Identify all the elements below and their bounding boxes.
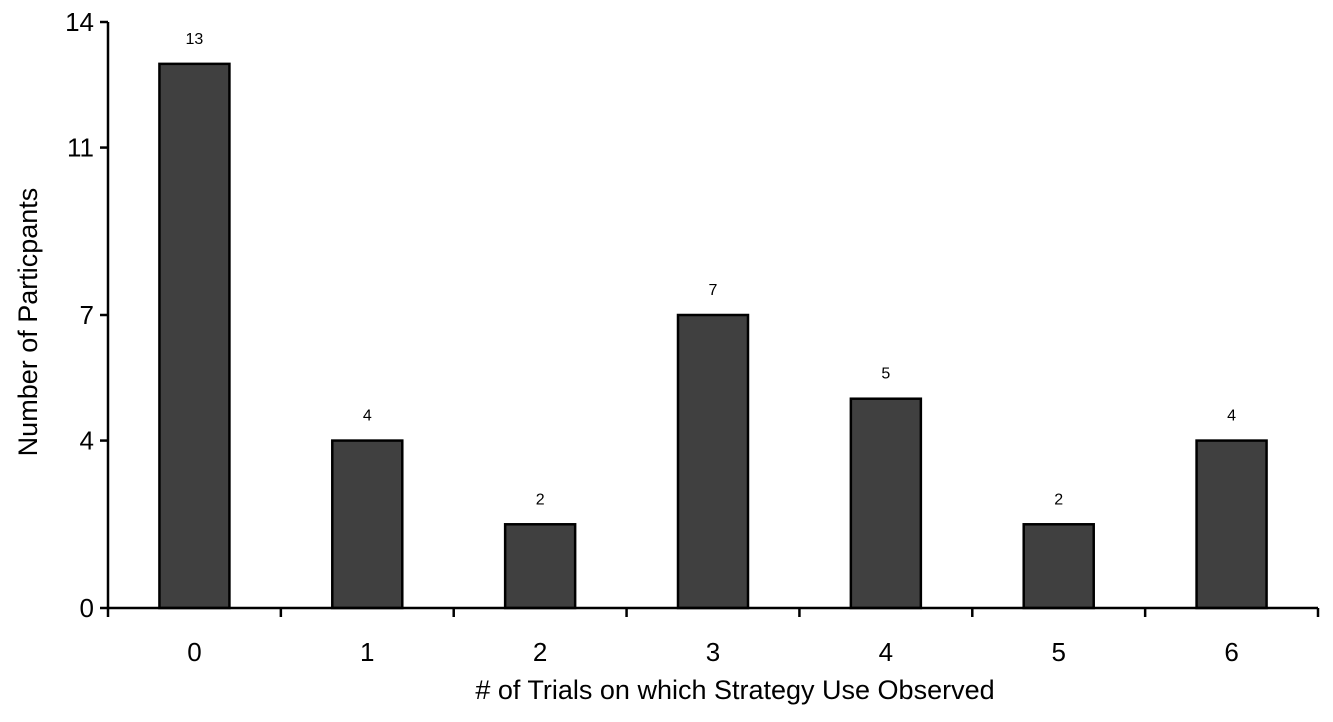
- bar-data-label: 4: [1227, 408, 1236, 425]
- bar-data-label: 2: [1054, 491, 1063, 508]
- x-tick-label: 6: [1224, 637, 1238, 667]
- bar: [331, 439, 404, 610]
- y-tick-label: 4: [80, 426, 94, 456]
- x-tick-label: 2: [533, 637, 547, 667]
- bar: [849, 397, 923, 610]
- bars-layer: [158, 62, 1268, 610]
- x-tick-label: 4: [879, 637, 893, 667]
- bar-data-label: 2: [536, 491, 545, 508]
- bar: [1195, 439, 1268, 610]
- bar: [158, 62, 231, 610]
- bar-data-label: 7: [709, 282, 718, 299]
- x-axis-title: # of Trials on which Strategy Use Observ…: [475, 675, 994, 705]
- y-tick-label: 0: [80, 593, 94, 623]
- y-tick-label: 14: [65, 7, 94, 37]
- y-axis-title: Number of Particpants: [13, 188, 43, 457]
- labels-layer: 0 4 7 11 14 13 0 4 1 2 2 7 3 5 4 2 5 4 6: [65, 7, 1239, 667]
- ticks-layer: [100, 20, 1320, 617]
- y-tick-label: 7: [80, 300, 94, 330]
- x-tick-label: 0: [187, 637, 201, 667]
- bar: [676, 313, 750, 610]
- bar: [503, 523, 577, 610]
- x-tick-label: 3: [706, 637, 720, 667]
- bar: [1022, 523, 1095, 610]
- bar-data-label: 5: [881, 366, 890, 383]
- bar-data-label: 4: [363, 408, 372, 425]
- y-tick-label: 11: [67, 133, 94, 163]
- x-tick-label: 1: [360, 637, 374, 667]
- x-tick-label: 5: [1051, 637, 1065, 667]
- bar-data-label: 13: [186, 31, 204, 48]
